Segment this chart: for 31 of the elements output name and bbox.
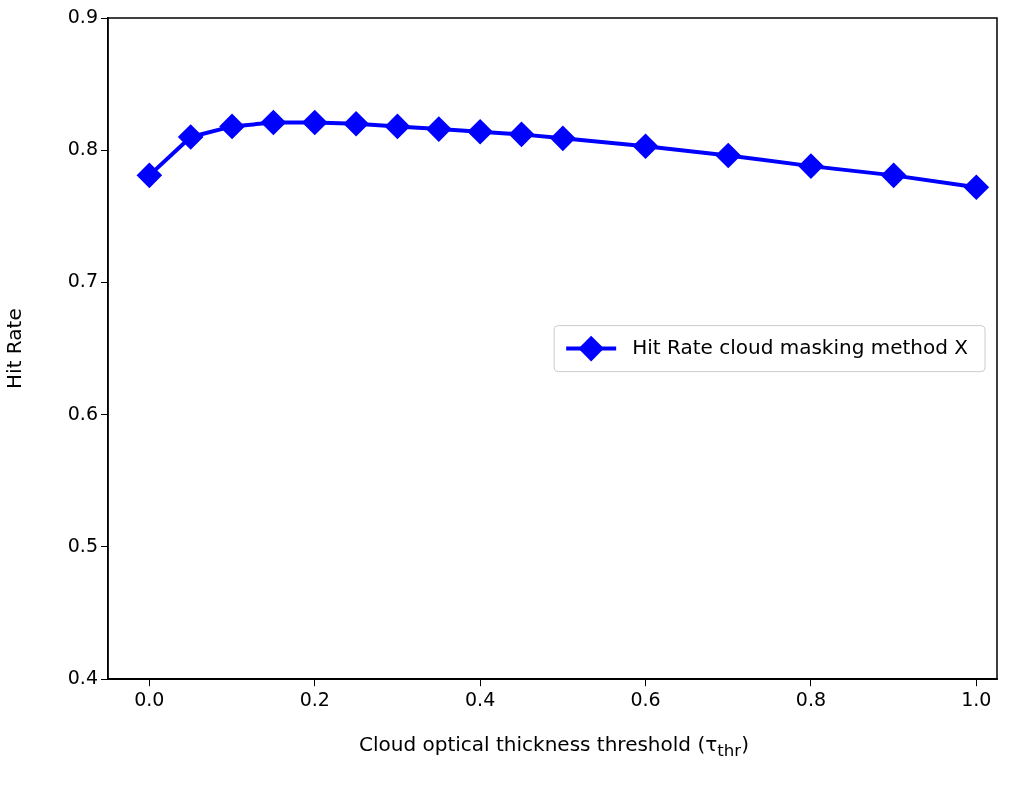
x-axis-title: Cloud optical thickness threshold (τ$_{thr}$)	[358, 732, 750, 760]
x-tick-label: 0.8	[795, 687, 827, 710]
point	[509, 122, 534, 147]
point	[633, 134, 658, 159]
y-tick-label: 0.4	[67, 666, 98, 689]
x-tick-label: 0.2	[299, 687, 330, 710]
x-tick-label: 0.4	[465, 687, 496, 710]
y-tick-label: 0.8	[67, 137, 98, 160]
x-tick-label: 0.0	[134, 687, 165, 710]
point	[426, 117, 451, 142]
point	[798, 154, 823, 179]
y-axis-title: Hit Rate	[2, 308, 27, 389]
y-tick-label: 0.9	[67, 4, 98, 27]
point	[468, 119, 493, 144]
point	[964, 175, 989, 200]
point	[344, 111, 369, 136]
point	[220, 114, 245, 139]
point	[178, 125, 203, 150]
x-tick-label: 1.0	[961, 687, 992, 710]
point	[716, 143, 741, 168]
legend-label: Hit Rate cloud masking method X	[632, 334, 969, 359]
x-tick-label: 0.6	[630, 687, 661, 710]
point	[385, 114, 410, 139]
point	[302, 110, 327, 135]
point	[550, 126, 575, 151]
point	[881, 163, 906, 188]
point	[137, 163, 162, 188]
y-tick-label: 0.5	[67, 533, 98, 556]
y-tick-label: 0.6	[67, 401, 98, 424]
point	[261, 110, 286, 135]
y-tick-label: 0.7	[67, 269, 98, 292]
